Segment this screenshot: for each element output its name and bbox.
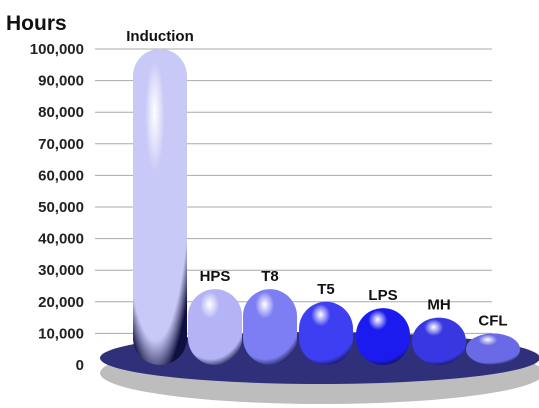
y-tick-label: 30,000: [38, 262, 84, 279]
bar-label: HPS: [200, 268, 231, 285]
bar-t5: [299, 301, 353, 365]
bar-label: MH: [427, 297, 450, 314]
bar-label: Induction: [126, 28, 194, 45]
y-tick-label: 90,000: [38, 73, 84, 90]
bar-labels: Induction HPS T8 T5 LPS MH CFL: [126, 28, 507, 329]
y-tick-label: 70,000: [38, 136, 84, 153]
y-tick-label: 20,000: [38, 294, 84, 311]
bar-hps: [188, 289, 242, 365]
bar-t8: [243, 289, 297, 365]
y-tick-label: 60,000: [38, 167, 84, 184]
y-tick-label: 50,000: [38, 199, 84, 216]
bar-induction: [133, 49, 187, 365]
y-tick-label: 0: [76, 357, 84, 374]
bar-lps: [356, 308, 410, 365]
y-tick-label: 10,000: [38, 325, 84, 342]
bar-label: T8: [261, 268, 279, 285]
bar-label: LPS: [368, 287, 397, 304]
y-axis-ticks: 0 10,000 20,000 30,000 40,000 50,000 60,000 70,…: [30, 41, 84, 374]
y-tick-label: 40,000: [38, 231, 84, 248]
y-tick-label: 100,000: [30, 41, 84, 58]
y-tick-label: 80,000: [38, 104, 84, 121]
bars: [133, 49, 520, 365]
bar-mh: [412, 317, 466, 365]
bar-label: CFL: [478, 312, 507, 329]
y-axis-label: Hours: [6, 12, 67, 35]
bar-label: T5: [317, 281, 335, 298]
bar-cfl: [466, 333, 520, 365]
